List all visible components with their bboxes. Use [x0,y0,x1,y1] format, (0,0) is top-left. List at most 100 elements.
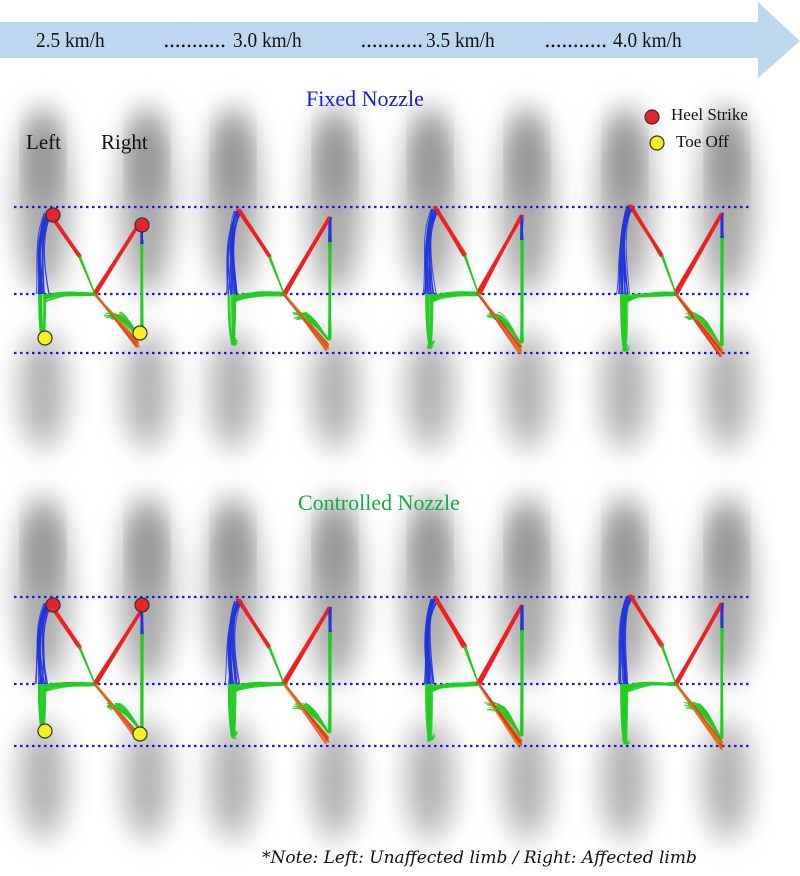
speed-label: 2.5 km/h [36,28,105,52]
legend-heel-strike: Heel Strike [671,105,748,124]
trajectory-diagonal [674,293,723,354]
trajectory-diagonal [435,206,464,256]
trajectory-diagonal [93,293,140,342]
speed-label: 4.0 km/h [613,28,682,52]
trajectory-diagonal [283,683,330,738]
trajectory-diagonal [476,604,522,685]
trajectory-left-swing [620,682,678,742]
toe-off-marker [37,723,53,739]
trajectory-left-stance [234,600,242,685]
trajectory-diagonal [236,208,270,258]
foot-pressure-toe [31,510,55,590]
trajectory-diagonal [676,683,721,744]
foot-pressure-heel [311,330,359,450]
trajectory-diagonal [269,645,285,685]
trajectory-right-stance [690,237,723,347]
trajectory-diagonal [628,204,663,255]
trajectory-left-stance [35,212,46,295]
trajectory-right-stance [328,216,332,243]
trajectory-right-stance [492,629,523,737]
right-foot-label: Right [101,130,148,154]
heel-strike-marker [134,217,150,233]
speed-separator: ........... [360,28,423,52]
foot-pressure-toe [221,120,245,200]
trajectory-diagonal [479,604,522,685]
trajectory-diagonal [237,598,270,647]
trajectory-left-stance [618,206,631,295]
trajectory-left-stance [428,208,438,295]
foot-pressure-heel [406,720,454,840]
trajectory-left-swing [429,683,476,741]
left-foot-label: Left [26,130,61,154]
trajectory-diagonal [629,594,662,646]
trajectory-diagonal [675,212,723,295]
trajectory-left-stance [623,596,629,685]
panel-title-controlled-nozzle: Controlled Nozzle [298,490,460,515]
trajectory-left-swing [623,681,675,745]
foot-pressure-toe [418,510,442,590]
trajectory-diagonal [479,683,520,741]
trajectory-diagonal [268,256,285,295]
trajectory-diagonal [464,255,480,295]
toe-off-legend-marker [649,135,665,151]
speed-label: 3.5 km/h [426,28,495,52]
trajectory-right-stance [305,241,331,341]
trajectory-diagonal [283,606,329,685]
gait-event-markers [37,207,150,742]
trajectory-diagonal [661,254,677,295]
foot-pressure-toe [221,510,245,590]
legend-markers [644,109,665,151]
trajectory-left-stance [231,600,237,685]
footnote: *Note: Left: Unaffected limb / Right: Af… [262,848,697,868]
trajectory-left-stance [426,598,437,685]
foot-pressure-toe [515,510,539,590]
speed-arrow [0,2,800,78]
trajectory-left-stance [230,210,242,295]
trajectory-left-stance [227,600,240,685]
trajectory-diagonal [284,293,329,347]
trajectory-left-stance [424,208,433,295]
foot-pressure-heel [19,330,67,450]
foot-pressure-toe [135,120,159,200]
foot-pressure-heel [406,330,454,450]
foot-pressure-heel [311,720,359,840]
trajectory-diagonal [676,293,724,350]
foot-pressure-heel [19,720,67,840]
trajectory-diagonal [477,683,520,745]
trajectory-left-swing [41,293,98,340]
trajectory-left-stance [618,206,634,295]
trajectory-right-stance [720,212,724,239]
heel-strike-marker [45,207,61,223]
foot-pressure-toe [715,510,739,590]
foot-pressure-toe [31,120,55,200]
trajectory-left-stance [228,600,236,685]
foot-pressure-toe [515,120,539,200]
trajectory-diagonal [674,683,724,749]
foot-pressure-heel [503,720,551,840]
trajectory-diagonal [283,293,326,351]
trajectory-left-swing [231,293,281,347]
trajectory-diagonal [476,214,525,295]
foot-pressure-toe [613,510,637,590]
trajectory-left-swing [621,292,677,351]
foot-pressure-heel [601,330,649,450]
trajectory-diagonal [283,216,332,296]
trajectory-left-stance [38,602,46,685]
trajectory-diagonal [434,596,464,648]
foot-pressure-heel [209,720,257,840]
trajectory-left-stance [226,210,239,295]
trajectory-left-stance [230,210,239,295]
speed-label: 3.0 km/h [233,28,302,52]
trajectory-diagonal [282,683,328,744]
trajectory-diagonal [95,608,143,685]
trajectory-diagonal [463,647,480,685]
trajectory-diagonal [478,293,521,350]
foot-pressure-toe [323,120,347,200]
foot-pressure-heel [503,330,551,450]
trajectory-right-stance [328,606,331,633]
foot-pressure-heel [123,330,171,450]
trajectory-diagonal [79,255,96,295]
legend-toe-off: Toe Off [676,132,729,151]
toe-off-marker [132,325,148,341]
